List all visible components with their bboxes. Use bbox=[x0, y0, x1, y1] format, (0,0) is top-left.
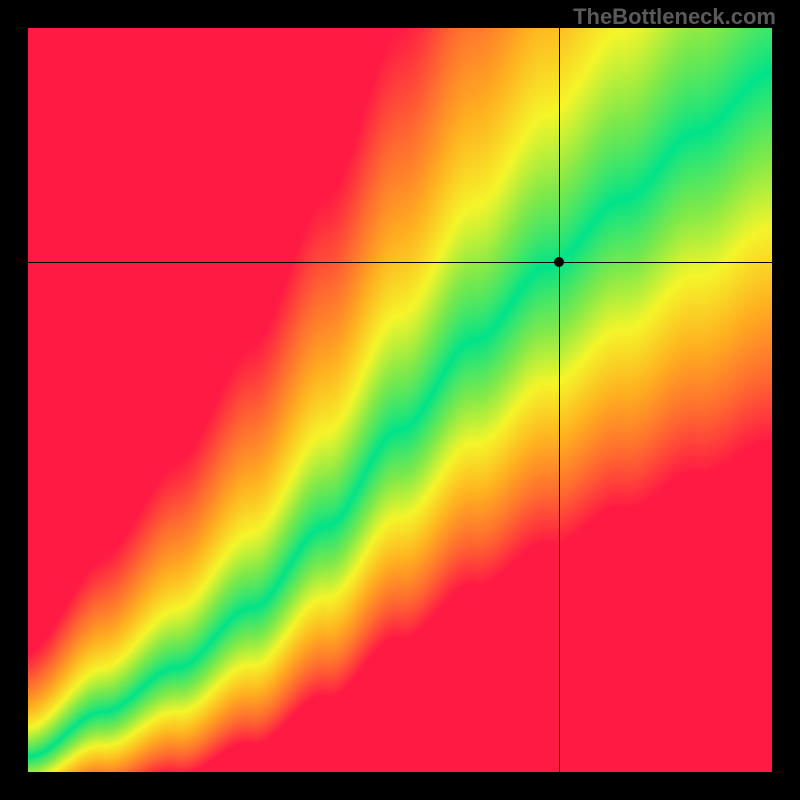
plot-area bbox=[28, 28, 772, 772]
crosshair-horizontal bbox=[28, 262, 772, 263]
heatmap-canvas bbox=[28, 28, 772, 772]
watermark-text: TheBottleneck.com bbox=[573, 4, 776, 30]
marker-dot bbox=[554, 257, 564, 267]
chart-container: TheBottleneck.com bbox=[0, 0, 800, 800]
crosshair-vertical bbox=[559, 28, 560, 772]
